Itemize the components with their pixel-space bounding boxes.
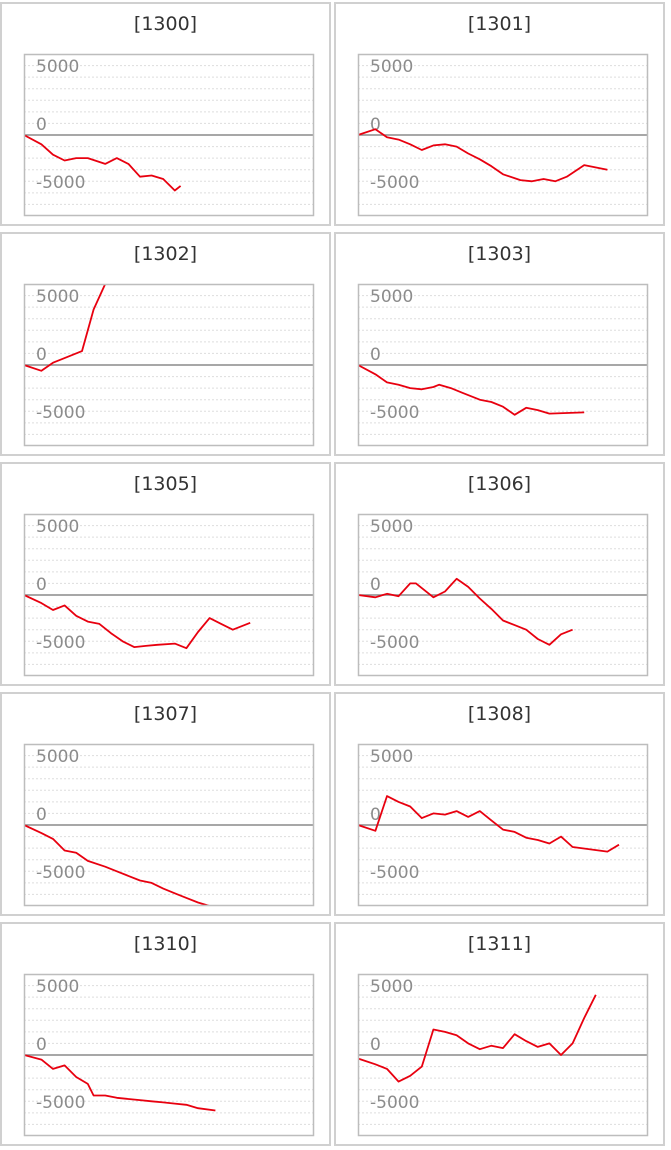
plot-frame	[357, 513, 649, 677]
chart-panel: [1306] 5000 0 -5000	[334, 462, 665, 686]
y-tick-label: 0	[36, 805, 47, 825]
y-tick-label: 0	[36, 345, 47, 365]
y-tick-label: -5000	[370, 863, 419, 883]
chart-title: [1300]	[133, 13, 198, 35]
plot-area: 5000 0 -5000	[23, 973, 315, 1137]
y-tick-label: -5000	[36, 633, 85, 653]
plot-area: 5000 0 -5000	[23, 53, 315, 217]
y-tick-label: 5000	[36, 977, 79, 997]
plot-area: 5000 0 -5000	[357, 513, 649, 677]
y-tick-label: 5000	[36, 517, 79, 537]
y-tick-label: 5000	[370, 517, 413, 537]
y-tick-label: 0	[36, 575, 47, 595]
chart-title: [1302]	[133, 243, 198, 265]
y-tick-label: 5000	[370, 977, 413, 997]
plot-area: 5000 0 -5000	[357, 973, 649, 1137]
series-line	[358, 577, 573, 646]
series-line	[24, 824, 227, 906]
y-tick-label: 5000	[36, 747, 79, 767]
plot-frame	[23, 53, 315, 217]
plot-frame	[357, 973, 649, 1137]
y-tick-label: 0	[36, 1035, 47, 1055]
plot-area: 5000 0 -5000	[23, 283, 315, 447]
chart-panel: [1301] 5000 0 -5000	[334, 2, 665, 226]
chart-panel: [1310] 5000 0 -5000	[0, 922, 331, 1146]
chart-panel: [1302] 5000 0 -5000	[0, 232, 331, 456]
plot-area: 5000 0 -5000	[23, 513, 315, 677]
y-tick-label: 0	[370, 115, 381, 135]
chart-panel: [1303] 5000 0 -5000	[334, 232, 665, 456]
plot-frame	[23, 973, 315, 1137]
line-chart: 5000 0 -5000	[357, 283, 649, 447]
line-chart: 5000 0 -5000	[357, 973, 649, 1137]
y-tick-label: 5000	[370, 747, 413, 767]
line-chart: 5000 0 -5000	[23, 53, 315, 217]
y-tick-label: -5000	[36, 173, 85, 193]
y-tick-label: -5000	[370, 173, 419, 193]
line-chart: 5000 0 -5000	[357, 53, 649, 217]
chart-panel: [1305] 5000 0 -5000	[0, 462, 331, 686]
series-line	[24, 284, 285, 372]
series-line	[24, 594, 251, 650]
y-tick-label: -5000	[370, 403, 419, 423]
plot-area: 5000 0 -5000	[357, 53, 649, 217]
series-line	[358, 128, 608, 183]
plot-area: 5000 0 -5000	[357, 743, 649, 907]
y-tick-label: 5000	[36, 287, 79, 307]
plot-frame	[357, 283, 649, 447]
series-line	[358, 994, 597, 1083]
y-tick-label: 5000	[370, 287, 413, 307]
series-line	[24, 134, 182, 192]
series-line	[24, 1054, 216, 1112]
y-tick-label: -5000	[370, 633, 419, 653]
chart-panel: [1308] 5000 0 -5000	[334, 692, 665, 916]
chart-panel: [1307] 5000 0 -5000	[0, 692, 331, 916]
y-tick-label: -5000	[36, 403, 85, 423]
chart-title: [1311]	[467, 933, 532, 955]
line-chart: 5000 0 -5000	[357, 513, 649, 677]
chart-title: [1308]	[467, 703, 532, 725]
plot-frame	[23, 283, 315, 447]
plot-frame	[23, 743, 315, 907]
chart-panel: [1311] 5000 0 -5000	[334, 922, 665, 1146]
plot-frame	[357, 53, 649, 217]
y-tick-label: -5000	[370, 1093, 419, 1113]
y-tick-label: 0	[370, 805, 381, 825]
plot-frame	[23, 513, 315, 677]
line-chart: 5000 0 -5000	[23, 283, 315, 447]
line-chart: 5000 0 -5000	[23, 513, 315, 677]
y-tick-label: 5000	[36, 57, 79, 77]
plot-area: 5000 0 -5000	[23, 743, 315, 907]
plot-frame	[357, 743, 649, 907]
series-line	[358, 795, 620, 853]
chart-title: [1310]	[133, 933, 198, 955]
line-chart: 5000 0 -5000	[23, 743, 315, 907]
plot-area: 5000 0 -5000	[357, 283, 649, 447]
chart-panel: [1300] 5000 0 -5000	[0, 2, 331, 226]
y-tick-label: 0	[370, 345, 381, 365]
y-tick-label: 0	[370, 1035, 381, 1055]
chart-title: [1306]	[467, 473, 532, 495]
y-tick-label: -5000	[36, 863, 85, 883]
chart-title: [1307]	[133, 703, 198, 725]
line-chart: 5000 0 -5000	[357, 743, 649, 907]
y-tick-label: 0	[370, 575, 381, 595]
y-tick-label: -5000	[36, 1093, 85, 1113]
chart-title: [1303]	[467, 243, 532, 265]
y-tick-label: 5000	[370, 57, 413, 77]
chart-title: [1305]	[133, 473, 198, 495]
y-tick-label: 0	[36, 115, 47, 135]
chart-title: [1301]	[467, 13, 532, 35]
line-chart: 5000 0 -5000	[23, 973, 315, 1137]
series-line	[358, 364, 585, 416]
